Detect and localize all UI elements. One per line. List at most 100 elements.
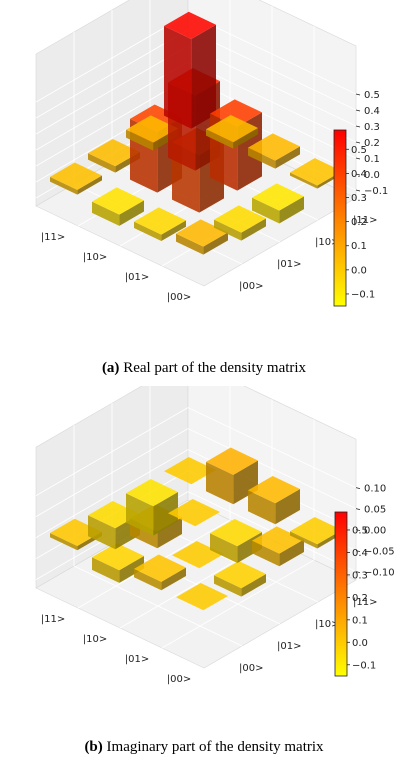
bar-face	[279, 196, 304, 224]
z-tick-label: 0.3	[364, 122, 380, 133]
bar	[206, 114, 258, 149]
y-tick-label: |01>	[277, 259, 301, 270]
bars	[50, 11, 342, 255]
bar-face	[279, 539, 304, 567]
x-tick-label: |10>	[83, 634, 107, 645]
colorbar-tick-label: 0.2	[351, 217, 367, 228]
panel-real: Re ρ|00>|01>|10>|11>|00>|01>|10>|11>0.50…	[0, 0, 408, 386]
bar-top	[252, 183, 304, 211]
grid-line	[35, 45, 189, 135]
x-tick-label: |01>	[125, 654, 149, 665]
grid-line	[187, 428, 357, 510]
z-tick-label: 0.2	[364, 138, 380, 149]
z-tick-mark	[355, 189, 361, 192]
bar-face	[248, 147, 276, 169]
z-tick-label: 0.1	[364, 154, 380, 165]
bar-top	[214, 560, 266, 589]
bar	[214, 560, 266, 597]
bar-face	[252, 540, 280, 567]
bar-face	[275, 146, 300, 169]
grid-line	[35, 29, 189, 119]
bar-face	[164, 26, 192, 129]
y-tick-label: |11>	[353, 215, 377, 226]
bar-face	[290, 172, 318, 189]
x-tick-label: |10>	[83, 252, 107, 263]
grid-line	[35, 407, 189, 496]
x-tick-label: |11>	[41, 232, 65, 243]
y-tick-label: |10>	[315, 619, 339, 630]
colorbar-tick-label: −0.1	[351, 289, 375, 300]
z-tick-label: −0.1	[364, 186, 388, 197]
z-tick-mark	[355, 571, 361, 573]
bar-face	[241, 218, 266, 241]
bar-face	[252, 197, 280, 224]
bar-face	[203, 232, 228, 255]
colorbar-tick-label: 0.5	[351, 145, 367, 156]
colorbar-tick-label: 0.1	[352, 615, 368, 626]
bar-face	[50, 176, 78, 195]
bar-top	[168, 498, 220, 527]
bar-face	[275, 488, 300, 525]
bar-face	[119, 555, 144, 583]
bar	[248, 475, 300, 525]
bar-face	[157, 517, 182, 549]
bar	[206, 447, 258, 505]
caption-label: (b)	[84, 739, 103, 755]
grid-line	[35, 77, 189, 167]
bar	[50, 162, 102, 195]
bar	[252, 183, 304, 224]
bar-top	[248, 133, 300, 161]
bar-top	[290, 158, 342, 186]
bar-face	[206, 129, 234, 149]
z-tick-mark	[355, 93, 361, 96]
bar	[126, 478, 178, 536]
grid-line	[35, 61, 189, 151]
x-tick-label: |01>	[125, 272, 149, 283]
bar	[164, 11, 216, 129]
colorbar	[334, 511, 348, 677]
z-tick-mark	[355, 529, 361, 531]
bar-face	[153, 491, 178, 536]
bar-face	[206, 461, 234, 505]
bar-face	[214, 219, 242, 241]
z-tick-mark	[355, 487, 361, 489]
bar	[168, 498, 220, 527]
z-tick-label: −0.05	[364, 547, 395, 558]
y-tick-label: |00>	[239, 663, 263, 674]
bar-face	[119, 200, 144, 226]
grid-line	[35, 13, 189, 103]
bar3d-chart-real: Re ρ|00>|01>|10>|11>|00>|01>|10>|11>0.50…	[35, 0, 388, 307]
z-tick-label: 0.4	[364, 106, 380, 117]
colorbar-tick-label: 0.5	[352, 525, 368, 536]
bar-top	[176, 582, 228, 611]
colorbar	[333, 129, 347, 307]
colorbar-tick-label: 0.3	[352, 570, 368, 581]
bar-top	[92, 542, 144, 571]
caption-text: Real part of the density matrix	[119, 360, 307, 376]
bar-top	[210, 518, 262, 547]
bar-face	[191, 24, 216, 129]
z-tick-mark	[355, 550, 361, 552]
colorbar-tick-label: 0.4	[351, 169, 367, 180]
bar-top	[88, 138, 140, 167]
bar-face	[134, 568, 162, 591]
bar-top	[206, 447, 258, 475]
bar-face	[134, 221, 162, 242]
bar-face	[92, 557, 120, 583]
colorbar-tick-label: 0.0	[352, 638, 368, 649]
x-tick-label: |00>	[167, 674, 191, 685]
z-tick-mark	[355, 508, 361, 510]
colorbar-tick-label: −0.1	[352, 660, 376, 671]
bar-face	[290, 531, 318, 549]
bars	[50, 447, 342, 611]
colorbar-tick-label: 0.2	[352, 593, 368, 604]
grid-line	[35, 428, 189, 517]
caption-imag: (b) Imaginary part of the density matrix	[0, 739, 408, 756]
bar-top	[134, 207, 186, 235]
bar-top	[206, 114, 258, 143]
z-tick-mark	[355, 173, 361, 176]
colorbar-tick-label: 0.1	[351, 241, 367, 252]
bar-top	[290, 516, 342, 545]
bar3d-chart-imag: Im ρ|00>|01>|10>|11>|00>|01>|10>|11>0.10…	[35, 386, 395, 685]
y-tick-label: |01>	[277, 641, 301, 652]
